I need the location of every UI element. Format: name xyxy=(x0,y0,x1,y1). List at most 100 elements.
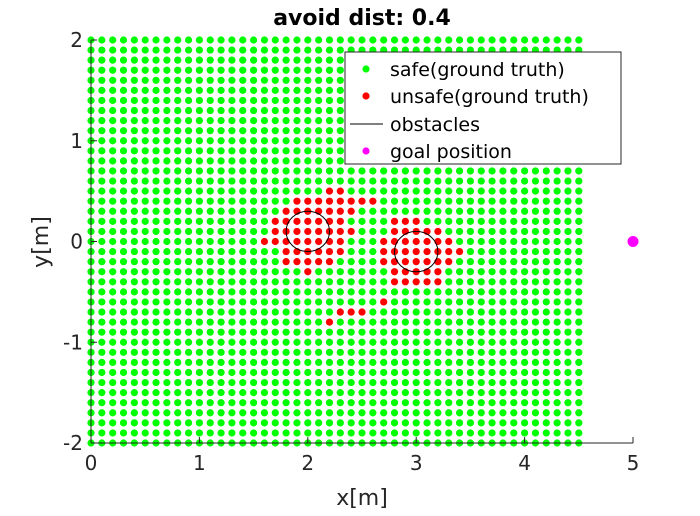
safe-point xyxy=(271,36,279,44)
safe-point xyxy=(445,389,453,397)
safe-point xyxy=(304,137,312,145)
safe-point xyxy=(455,409,464,417)
safe-point xyxy=(217,409,225,417)
unsafe-point xyxy=(401,237,409,246)
safe-point xyxy=(260,127,269,135)
safe-point xyxy=(217,127,225,135)
safe-point xyxy=(412,358,420,366)
safe-point xyxy=(564,278,572,286)
safe-point xyxy=(325,76,334,84)
safe-point xyxy=(119,278,128,286)
safe-point xyxy=(141,86,149,94)
safe-point xyxy=(380,368,388,377)
safe-point xyxy=(98,167,106,175)
safe-point xyxy=(109,187,117,195)
safe-point xyxy=(358,207,366,215)
safe-point xyxy=(488,419,496,427)
safe-point xyxy=(499,278,507,286)
safe-point xyxy=(206,137,214,145)
safe-point xyxy=(98,227,106,236)
safe-point xyxy=(315,137,323,145)
safe-point xyxy=(423,217,431,225)
safe-point xyxy=(401,318,409,326)
safe-point xyxy=(109,36,117,44)
safe-point xyxy=(195,338,203,346)
safe-point xyxy=(401,429,409,437)
unsafe-point xyxy=(401,258,409,266)
safe-point xyxy=(336,46,344,54)
safe-point xyxy=(455,177,464,185)
safe-point xyxy=(195,278,203,286)
safe-point xyxy=(423,197,431,205)
unsafe-point xyxy=(380,237,388,246)
safe-point xyxy=(141,399,149,407)
unsafe-point xyxy=(293,197,301,205)
safe-point xyxy=(195,117,203,125)
safe-point xyxy=(293,157,301,165)
safe-point xyxy=(390,187,399,195)
safe-point xyxy=(542,207,550,215)
unsafe-point xyxy=(271,227,279,236)
safe-point xyxy=(315,328,323,336)
safe-point xyxy=(271,177,279,185)
safe-point xyxy=(293,318,301,326)
safe-point xyxy=(347,258,355,266)
safe-point xyxy=(390,358,399,366)
safe-point xyxy=(260,66,269,74)
safe-point xyxy=(325,348,334,356)
safe-point xyxy=(228,237,236,246)
safe-point xyxy=(228,157,236,165)
safe-point xyxy=(466,217,474,225)
safe-point xyxy=(260,258,269,266)
safe-point xyxy=(347,268,355,276)
safe-point xyxy=(575,409,583,417)
safe-point xyxy=(423,298,431,306)
safe-point xyxy=(304,399,312,407)
safe-point xyxy=(228,86,236,94)
safe-point xyxy=(412,308,420,316)
legend-unsafe-marker xyxy=(362,92,370,100)
safe-point xyxy=(304,358,312,366)
unsafe-point xyxy=(423,278,431,286)
safe-point xyxy=(98,358,106,366)
safe-point xyxy=(217,137,225,145)
safe-point xyxy=(575,368,583,377)
safe-point xyxy=(130,389,138,397)
unsafe-point xyxy=(282,247,290,256)
safe-point xyxy=(412,368,420,377)
safe-point xyxy=(184,127,193,135)
safe-point xyxy=(228,429,236,437)
safe-point xyxy=(195,217,203,225)
safe-point xyxy=(174,117,182,125)
safe-point xyxy=(282,368,290,377)
safe-point xyxy=(531,278,540,286)
safe-point xyxy=(141,298,149,306)
safe-point xyxy=(369,258,377,266)
safe-point xyxy=(315,419,323,427)
safe-point xyxy=(336,389,344,397)
safe-point xyxy=(369,298,377,306)
safe-point xyxy=(195,36,203,44)
safe-point xyxy=(293,177,301,185)
safe-point xyxy=(174,167,182,175)
safe-point xyxy=(336,137,344,145)
safe-point xyxy=(445,429,453,437)
safe-point xyxy=(380,288,388,296)
safe-point xyxy=(260,137,269,145)
unsafe-point xyxy=(369,197,377,205)
safe-point xyxy=(282,328,290,336)
safe-point xyxy=(152,157,160,165)
safe-point xyxy=(206,409,214,417)
safe-point xyxy=(152,207,160,215)
safe-point xyxy=(553,36,561,44)
safe-point xyxy=(477,338,485,346)
safe-point xyxy=(542,308,550,316)
unsafe-point xyxy=(347,308,355,316)
safe-point xyxy=(217,197,225,205)
safe-point xyxy=(141,127,149,135)
safe-point xyxy=(531,258,540,266)
safe-point xyxy=(336,409,344,417)
safe-point xyxy=(521,409,529,417)
safe-point xyxy=(304,419,312,427)
safe-point xyxy=(217,106,225,115)
